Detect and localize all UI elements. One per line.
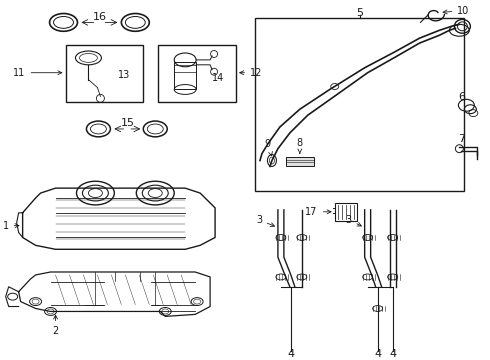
- Text: 3: 3: [345, 215, 361, 226]
- Text: 1: 1: [2, 221, 19, 231]
- Bar: [335, 203, 357, 221]
- Text: 7: 7: [458, 134, 465, 144]
- Text: 12: 12: [240, 68, 262, 78]
- Text: 9: 9: [265, 139, 272, 156]
- Text: 3: 3: [256, 215, 274, 226]
- Bar: [174, 62, 196, 90]
- Bar: [66, 45, 143, 102]
- Bar: [158, 45, 236, 102]
- Polygon shape: [105, 282, 150, 305]
- Text: 11: 11: [13, 68, 62, 78]
- Text: 17: 17: [305, 207, 331, 217]
- Text: 8: 8: [297, 138, 303, 153]
- Text: 13: 13: [118, 70, 130, 80]
- Text: 10: 10: [443, 5, 469, 15]
- Bar: [255, 18, 465, 191]
- Text: 4: 4: [374, 349, 381, 359]
- Text: 15: 15: [121, 118, 134, 128]
- Text: 4: 4: [287, 349, 294, 359]
- Text: 4: 4: [389, 349, 396, 359]
- Text: 2: 2: [52, 315, 59, 336]
- Text: 14: 14: [212, 73, 224, 83]
- Bar: [105, 282, 150, 305]
- Bar: [286, 157, 314, 166]
- Text: 6: 6: [458, 93, 465, 102]
- Text: 5: 5: [356, 8, 363, 18]
- Text: 16: 16: [93, 13, 106, 22]
